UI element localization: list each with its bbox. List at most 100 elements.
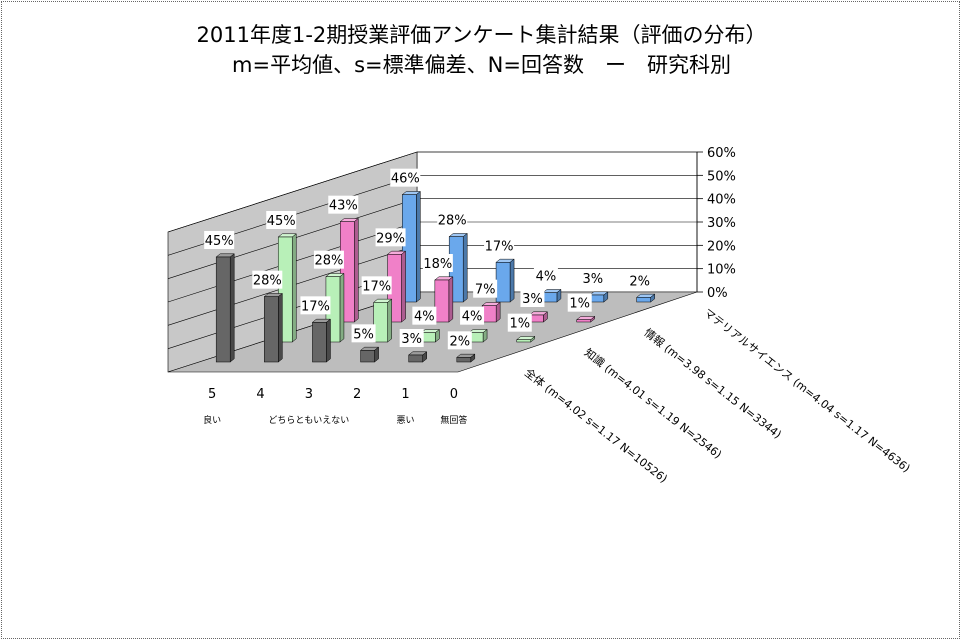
bar-front [312,322,327,363]
data-label-text: 29% [376,231,405,246]
bar-0-2 [311,318,332,363]
bar-side [387,298,392,343]
category-label: 2 [353,387,361,402]
data-label-text: 1% [509,317,530,332]
data-label-box [252,270,283,289]
data-label-box [567,293,592,312]
data-label-2-3: 7% [473,279,498,298]
data-label-text: 46% [391,172,420,187]
data-label-text: 45% [205,234,234,249]
data-label-box [300,296,331,315]
data-label-1-0: 45% [266,211,297,229]
data-label-box [437,210,468,229]
data-label-3-5: 2% [627,271,652,290]
data-label-0-4: 3% [399,329,424,347]
data-label-text: 3% [401,332,422,347]
bar-0-1 [263,292,284,363]
bar-side [291,233,297,343]
bar-front [495,262,511,303]
chart-subtitle: m=平均値、s=標準偏差、N=回答数 ー 研究科別 [232,53,731,77]
data-label-text: 18% [423,257,452,272]
bar-2-4 [528,311,549,323]
bar-front [576,319,591,323]
data-label-1-1: 28% [313,250,344,269]
data-label-text: 4% [414,310,435,325]
data-label-0-2: 17% [300,296,331,315]
data-label-box [520,289,545,307]
category-label: 4 [256,387,264,402]
bar-front [636,297,651,303]
bar-2-5 [576,315,596,323]
bar-0-0 [215,253,235,363]
data-label-0-0: 45% [204,231,235,249]
data-label-text: 17% [362,279,391,294]
data-label-box [447,331,472,350]
bar-front [408,354,423,363]
gridline-side [167,151,418,233]
bar-front [264,296,279,363]
y-tick-label: 40% [707,193,736,208]
bar-3-2 [495,258,515,303]
category-label: 3 [305,387,313,402]
bar-side [509,258,515,303]
data-label-3-3: 4% [533,266,558,285]
data-label-box [580,269,605,287]
data-label-box [473,279,498,298]
y-tick-label: 10% [707,263,736,278]
data-label-3-0: 46% [390,168,421,187]
data-label-1-3: 4% [412,306,437,325]
data-label-box [351,324,376,343]
data-label-box [361,276,392,295]
data-label-box [412,306,437,325]
bar-front [434,279,450,323]
data-label-box [507,313,532,332]
data-label-box [627,271,652,290]
category-sublabel: 良い [203,414,221,426]
bar-front [589,294,605,303]
data-label-text: 7% [475,283,496,298]
data-label-2-5: 1% [567,293,592,312]
bar-1-5 [516,335,536,343]
data-label-text: 3% [522,292,543,307]
bar-1-3 [420,328,441,343]
data-label-box [484,236,515,255]
data-label-2-4: 3% [520,289,545,307]
bar-side [401,250,406,323]
data-label-0-1: 28% [252,270,283,289]
y-tick-label: 20% [707,239,736,254]
data-label-text: 28% [253,274,282,289]
bar-2-2 [434,276,454,323]
data-label-text: 3% [583,272,604,287]
data-label-text: 2% [450,334,471,349]
category-sublabel: どちらともいえない [268,415,349,426]
bar-1-4 [468,328,488,343]
bar-side [354,217,359,323]
data-label-0-5: 2% [447,331,472,350]
y-tick-label: 30% [707,216,736,231]
bar-3-5 [635,293,656,303]
chart-title-block: 2011年度1-2期授業評価アンケート集計結果（評価の分布） m=平均値、s=標… [0,20,963,80]
data-label-box [204,231,235,249]
bar-side [462,232,468,303]
bar-front [542,292,558,303]
bar-front [373,302,388,343]
data-label-box [390,168,421,187]
bar-front [360,350,375,363]
data-label-0-3: 5% [351,324,376,343]
data-label-box [460,306,485,325]
data-label-text: 28% [438,214,467,229]
series-label: 知識 (m=4.01 s=1.19 N=2546) [582,345,725,461]
data-label-text: 17% [485,239,514,254]
bar-side [495,301,501,323]
bar-side [326,318,331,363]
data-label-1-5: 1% [507,313,532,332]
data-label-box [266,211,297,229]
data-label-text: 5% [353,327,374,342]
series-label: 情報 (m=3.98 s=1.15 N=3344) [642,326,784,441]
data-label-3-4: 3% [580,269,605,287]
bar-0-3 [359,346,380,363]
data-label-box [399,329,424,347]
data-label-text: 43% [329,199,358,214]
